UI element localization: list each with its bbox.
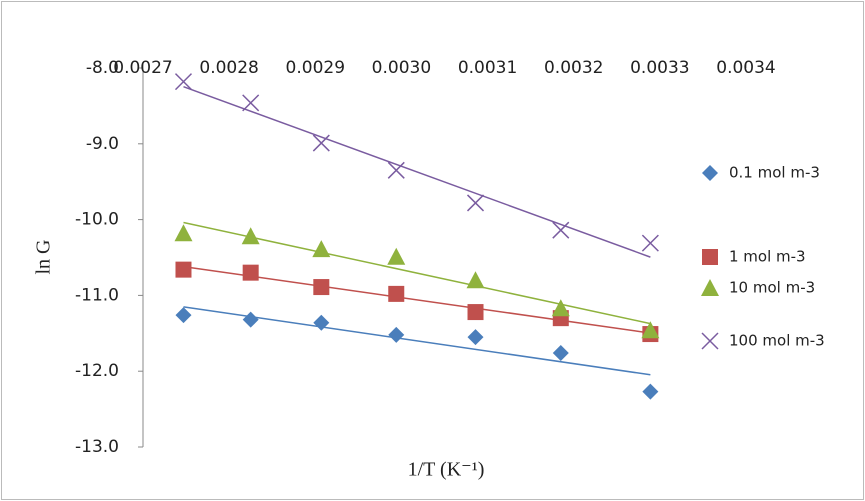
point [313,314,330,331]
y-tick-label: -12.0 [75,361,119,381]
y-tick-label: -9.0 [86,134,119,154]
legend-label: 100 mol m-3 [729,332,825,350]
x-tick-label: 0.0033 [630,58,689,78]
y-axis-label: ln G [33,240,55,275]
point [242,264,259,281]
y-tick-label: -13.0 [75,437,119,457]
x-tick-label: 0.0028 [199,58,258,78]
point [242,311,259,328]
x-tick-label: 0.0034 [716,58,775,78]
x-tick-label: 0.0030 [372,58,431,78]
x-tick-label: 0.0032 [544,58,603,78]
point [466,194,485,212]
point [466,271,485,289]
point [467,329,484,346]
legend-marker [701,332,719,350]
point [242,94,260,112]
x-tick-label: 0.0027 [113,58,172,78]
legend-label: 1 mol m-3 [729,248,806,266]
point [552,221,570,239]
point [642,383,659,400]
point [388,326,405,343]
point [467,304,484,321]
point [641,321,660,339]
point [312,240,331,258]
y-tick-label: -11.0 [75,285,119,305]
y-tick-label: -8.0 [86,58,119,78]
x-tick-label: 0.0031 [458,58,517,78]
legend-marker [702,249,718,265]
legend-marker [702,165,718,181]
point [641,234,659,252]
point [387,247,406,265]
point [551,299,570,317]
x-axis-label: 1/T (K⁻¹) [408,459,485,481]
x-tick-label: 0.0029 [286,58,345,78]
point [312,134,330,152]
trendline [183,86,651,258]
y-tick-label: -10.0 [75,210,119,230]
point [313,279,330,296]
point [174,224,193,242]
point [388,285,405,302]
point [552,345,569,362]
point [175,307,192,324]
point [175,261,192,278]
trendline [183,221,651,325]
legend-marker [701,279,719,296]
trendline [183,306,651,376]
point [174,73,193,91]
point [241,227,260,245]
legend-label: 0.1 mol m-3 [729,164,820,182]
trendline [183,265,651,334]
point [387,161,405,179]
legend-label: 10 mol m-3 [729,279,815,297]
